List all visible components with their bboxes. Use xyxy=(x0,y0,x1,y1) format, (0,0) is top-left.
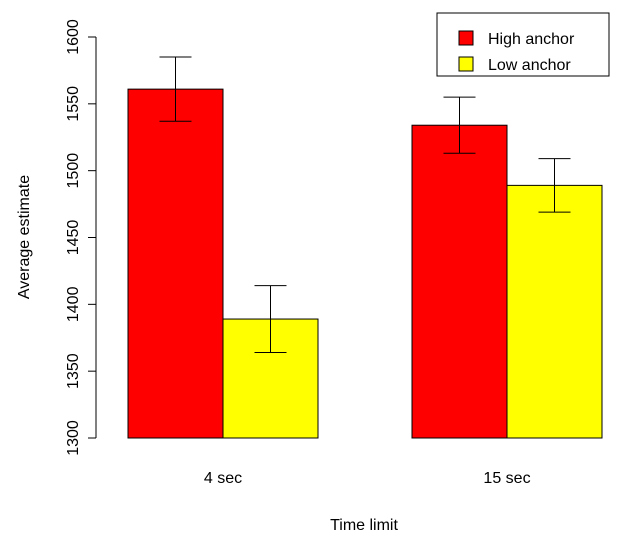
x-axis-category-labels: 4 sec 15 sec xyxy=(204,470,531,487)
bars xyxy=(127,88,603,439)
legend: High anchor Low anchor xyxy=(436,12,610,77)
error-bar-0-0 xyxy=(159,56,192,122)
bar-low-anchor-1 xyxy=(506,184,603,439)
legend-label-1: Low anchor xyxy=(488,57,571,74)
error-bar-1-1 xyxy=(538,158,571,213)
y-axis: 1300 1350 1400 1450 1500 1550 1600 xyxy=(65,19,97,456)
error-bars xyxy=(159,56,571,353)
x-category-label-1: 15 sec xyxy=(483,470,530,487)
y-tick-label-1400: 1400 xyxy=(65,286,82,322)
y-tick-label-1600: 1600 xyxy=(65,19,82,55)
legend-swatch-1 xyxy=(458,56,474,72)
legend-label-0: High anchor xyxy=(488,31,575,48)
error-bar-0-1 xyxy=(443,96,476,154)
legend-swatch-0 xyxy=(458,30,474,46)
bar-high-anchor-0 xyxy=(127,88,224,439)
bar-high-anchor-1 xyxy=(411,124,508,439)
y-tick-label-1350: 1350 xyxy=(65,353,82,389)
y-tick-label-1500: 1500 xyxy=(65,153,82,189)
y-axis-title: Average estimate xyxy=(16,175,33,299)
y-tick-label-1550: 1550 xyxy=(65,86,82,122)
error-bar-1-0 xyxy=(254,285,287,353)
x-axis-title: Time limit xyxy=(330,517,398,534)
y-tick-label-1300: 1300 xyxy=(65,420,82,456)
y-tick-label-1450: 1450 xyxy=(65,220,82,256)
x-category-label-0: 4 sec xyxy=(204,470,242,487)
